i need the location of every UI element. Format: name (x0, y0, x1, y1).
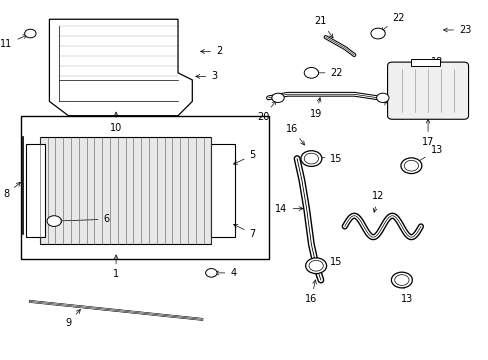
Circle shape (305, 258, 326, 274)
Circle shape (370, 28, 385, 39)
Bar (21, 116, 268, 258)
Text: 2: 2 (200, 46, 222, 57)
Text: 23: 23 (443, 25, 470, 35)
Bar (25, 144, 44, 237)
Text: 9: 9 (65, 310, 80, 328)
Circle shape (304, 67, 318, 78)
Text: 12: 12 (371, 192, 384, 212)
Circle shape (205, 269, 217, 277)
Circle shape (400, 158, 421, 174)
Bar (40, 137, 211, 244)
Text: 16: 16 (285, 123, 304, 145)
Bar (410, 59, 439, 66)
Text: 20: 20 (384, 101, 398, 118)
Text: 15: 15 (319, 257, 342, 267)
Text: 13: 13 (413, 145, 442, 164)
Text: 7: 7 (233, 224, 255, 239)
Text: 18: 18 (414, 57, 442, 67)
Text: 22: 22 (314, 68, 342, 78)
Text: 8: 8 (3, 182, 20, 199)
Text: 20: 20 (257, 101, 275, 122)
Text: 6: 6 (58, 214, 109, 224)
Text: 3: 3 (196, 71, 217, 81)
Text: 1: 1 (113, 255, 119, 279)
Text: 13: 13 (400, 283, 412, 304)
Text: 4: 4 (214, 268, 236, 278)
Circle shape (300, 151, 321, 166)
Circle shape (394, 275, 408, 285)
Text: 17: 17 (421, 119, 433, 147)
Text: 15: 15 (314, 154, 342, 163)
Circle shape (24, 29, 36, 38)
Circle shape (404, 160, 418, 171)
Text: 11: 11 (0, 35, 27, 49)
Circle shape (271, 93, 284, 103)
Text: 14: 14 (275, 203, 303, 213)
Circle shape (47, 216, 61, 226)
Text: 22: 22 (380, 13, 404, 31)
Text: 19: 19 (309, 98, 322, 118)
Circle shape (304, 153, 318, 164)
Circle shape (376, 93, 388, 103)
Text: 10: 10 (110, 112, 122, 133)
Text: 21: 21 (314, 17, 332, 38)
Text: 5: 5 (233, 150, 255, 164)
Circle shape (308, 260, 323, 271)
Circle shape (390, 272, 411, 288)
FancyBboxPatch shape (387, 62, 468, 119)
Bar (211, 144, 235, 237)
Text: 16: 16 (305, 280, 317, 304)
